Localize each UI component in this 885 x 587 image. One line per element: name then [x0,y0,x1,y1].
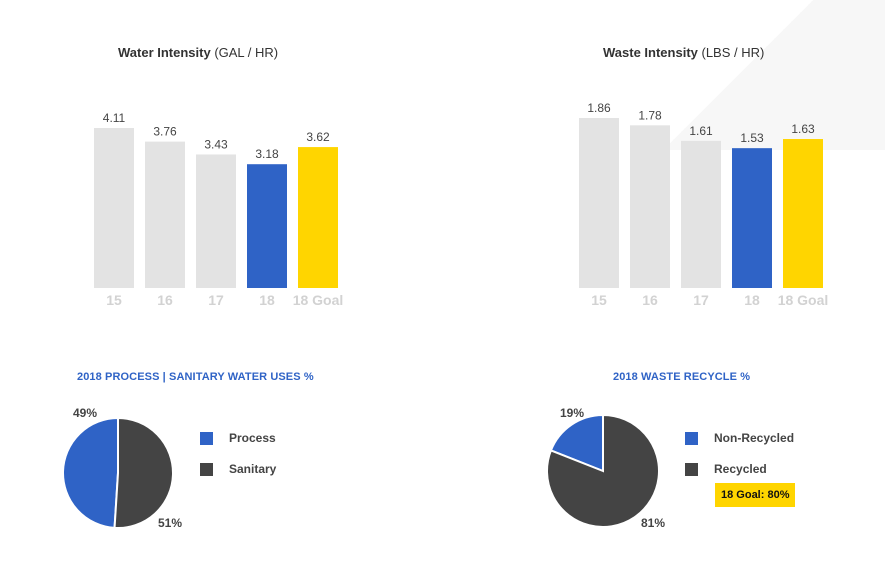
waste-bar-18-goal [783,139,823,288]
nonrecycled-pct-label: 19% [560,406,585,420]
legend-label-nonrecycled: Non-Recycled [714,431,795,445]
waste-bar-16 [630,125,670,288]
legend-label-recycled: Recycled [714,462,767,476]
waste-value-label: 1.78 [638,108,662,122]
legend-label-process: Process [229,431,276,445]
water-value-label: 3.18 [255,147,279,161]
waste-value-label: 1.86 [587,101,611,115]
process-pie-title: 2018 PROCESS | SANITARY WATER USES % [77,371,314,383]
water-bar-16 [145,141,185,288]
water-tick-label: 15 [106,292,122,308]
water-value-label: 3.62 [306,130,330,144]
water-tick-label: 18 Goal [293,292,344,308]
recycled-swatch [685,463,698,476]
water-value-label: 3.43 [204,137,228,151]
water-tick-label: 16 [157,292,173,308]
sanitary-pct-label: 51% [158,516,183,530]
legend-item-process: Process [200,431,276,462]
waste-title-unit: (LBS / HR) [697,45,765,60]
waste-tick-label: 18 [744,292,760,308]
goal-badge: 18 Goal: 80% [715,483,796,507]
waste-value-label: 1.61 [689,124,713,138]
waste-value-label: 1.53 [740,131,764,145]
process-pct-label: 49% [73,406,98,420]
recycle-pie-title: 2018 WASTE RECYCLE % [613,371,751,383]
waste-tick-label: 16 [642,292,658,308]
water-value-label: 3.76 [153,125,177,139]
legend-item-sanitary: Sanitary [200,462,276,493]
process-slice [62,416,119,529]
waste-tick-label: 15 [591,292,607,308]
recycled-slice [546,413,660,528]
nonrecycled-slice [549,413,604,473]
recycle-legend: Non-Recycled Recycled [685,431,794,493]
water-tick-label: 18 [259,292,275,308]
waste-tick-label: 18 Goal [778,292,829,308]
water-title-bold: Water Intensity [118,45,211,60]
waste-tick-label: 17 [693,292,709,308]
waste-chart-title: Waste Intensity (LBS / HR) [603,45,764,60]
legend-label-sanitary: Sanitary [229,462,277,476]
legend-item-recycled: Recycled [685,462,794,493]
corner-decoration [665,0,885,150]
process-legend: Process Sanitary [200,431,276,493]
water-value-label: 4.11 [103,111,126,125]
sanitary-slice [113,416,174,529]
waste-value-label: 1.63 [791,122,815,136]
waste-title-bold: Waste Intensity [603,45,698,60]
recycled-pct-label: 81% [641,516,666,530]
water-chart-title: Water Intensity (GAL / HR) [118,45,278,60]
waste-bar-17 [681,140,721,288]
waste-bar-18 [732,148,772,288]
waste-bar-15 [579,118,619,288]
water-bar-15 [94,128,134,288]
water-tick-label: 17 [208,292,224,308]
legend-item-nonrecycled: Non-Recycled [685,431,794,462]
water-title-unit: (GAL / HR) [210,45,279,60]
process-swatch [200,432,213,445]
nonrecycled-swatch [685,432,698,445]
sanitary-swatch [200,463,213,476]
water-bar-18 [247,164,287,288]
water-bar-18-goal [298,147,338,288]
water-bar-17 [196,154,236,288]
